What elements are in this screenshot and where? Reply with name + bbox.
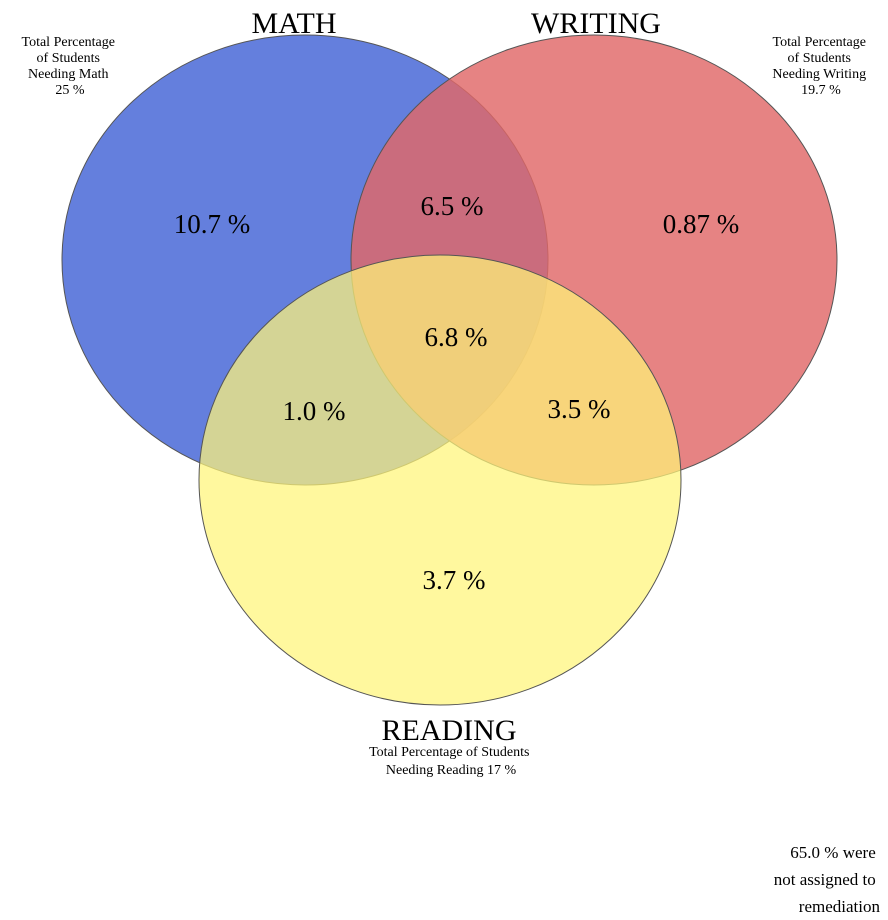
region-math-only: 10.7 % xyxy=(174,209,251,239)
reading-circle xyxy=(198,254,682,706)
unassigned-footnote: 65.0 % were not assigned to remediation xyxy=(774,843,881,916)
region-math-writing: 6.5 % xyxy=(421,191,484,221)
writing-note: Total Percentage of Students Needing Wri… xyxy=(772,35,869,98)
region-writing-only: 0.87 % xyxy=(663,209,740,239)
reading-title: READING xyxy=(382,714,517,747)
region-all-three: 6.8 % xyxy=(425,322,488,352)
math-title: MATH xyxy=(251,7,336,40)
math-note: Total Percentage of Students Needing Mat… xyxy=(22,35,119,98)
region-math-reading: 1.0 % xyxy=(283,396,346,426)
reading-note: Total Percentage of Students Needing Rea… xyxy=(369,745,533,778)
writing-title: WRITING xyxy=(531,7,661,40)
region-reading-only: 3.7 % xyxy=(423,565,486,595)
region-writing-reading: 3.5 % xyxy=(548,394,611,424)
